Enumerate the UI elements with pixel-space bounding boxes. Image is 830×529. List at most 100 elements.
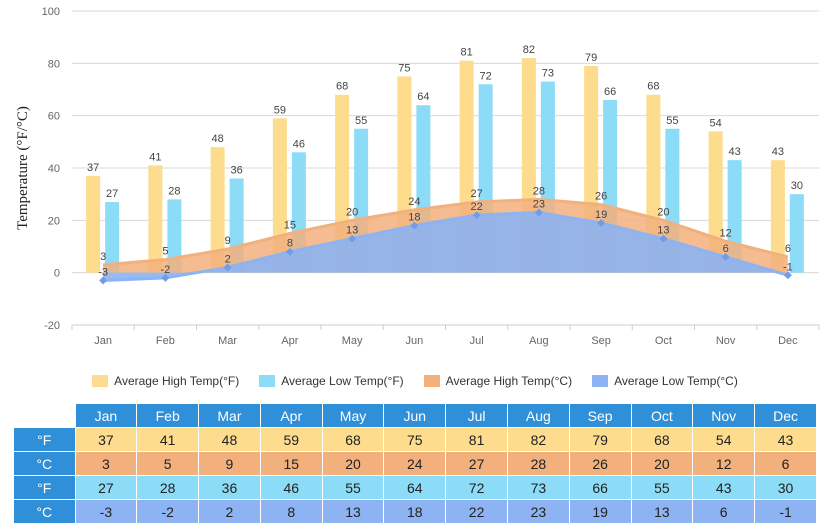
data-label-low-f: 73 [542, 68, 554, 80]
table-row-unit: °F [13, 427, 76, 452]
table-cell: 37 [74, 427, 138, 452]
table-row: °C -3 -2 2 8 13 18 22 23 19 13 6 -1 [13, 499, 817, 524]
table-cell: 9 [198, 451, 261, 476]
data-label-high-f: 59 [274, 104, 286, 116]
table-cell: 27 [74, 475, 138, 500]
data-label-high-f: 79 [585, 52, 597, 64]
x-tick-label: May [342, 335, 363, 347]
data-label-high-f: 68 [336, 81, 348, 93]
legend-item-low-c[interactable]: Average Low Temp(°C) [592, 371, 738, 391]
table-cell: 73 [506, 475, 570, 500]
data-label-high-c: 5 [162, 246, 168, 258]
table-cell: 22 [445, 499, 508, 524]
bar-high-f [210, 147, 225, 273]
table-month-header: Aug [506, 403, 570, 428]
marker-low-c [659, 234, 668, 243]
table-month-header: Nov [692, 403, 756, 428]
data-label-low-f: 55 [666, 115, 678, 127]
table-cell: 5 [136, 451, 200, 476]
legend-item-high-f[interactable]: Average High Temp(°F) [92, 371, 239, 391]
legend-swatch-high-c [423, 375, 440, 387]
table-month-header: Jun [383, 403, 447, 428]
table-cell: -1 [754, 499, 817, 524]
areas [99, 197, 792, 285]
table-row-unit: °F [13, 475, 76, 500]
area-low-c-fill [103, 212, 788, 281]
table-month-header: Jul [445, 403, 508, 428]
y-tick-label: 40 [48, 163, 60, 175]
table-cell: 18 [383, 499, 447, 524]
y-tick-label: 20 [48, 215, 60, 227]
table-cell: 68 [630, 427, 694, 452]
legend: Average High Temp(°F) Average Low Temp(°… [0, 371, 830, 391]
table-body: °F 37 41 48 59 68 75 81 82 79 68 54 43 °C 3 5 9 15 20 24 27 2… [13, 427, 817, 524]
table-cell: 26 [568, 451, 632, 476]
table-cell: 54 [692, 427, 756, 452]
table-cell: 36 [198, 475, 261, 500]
data-label-low-f: 55 [355, 115, 367, 127]
legend-label-low-f: Average Low Temp(°F) [281, 374, 404, 388]
table-month-header: Feb [136, 403, 200, 428]
legend-item-high-c[interactable]: Average High Temp(°C) [423, 371, 572, 391]
table-cell: 23 [506, 499, 570, 524]
grid [71, 10, 820, 330]
table-cell: 20 [630, 451, 694, 476]
data-label-low-f: 27 [106, 188, 118, 200]
table-month-header: Mar [198, 403, 261, 428]
data-label-low-c: -3 [98, 267, 108, 279]
data-label-high-c: 20 [346, 206, 358, 218]
legend-item-low-f[interactable]: Average Low Temp(°F) [259, 371, 404, 391]
table-cell: 8 [259, 499, 323, 524]
bar-low-f [789, 194, 804, 273]
data-label-high-c: 15 [284, 219, 296, 231]
legend-label-low-c: Average Low Temp(°C) [614, 374, 738, 388]
table-cell: -2 [136, 499, 200, 524]
table-month-header: Apr [259, 403, 323, 428]
data-label-high-c: 27 [471, 188, 483, 200]
data-label-low-c: 22 [471, 201, 483, 213]
data-label-low-c: 2 [225, 253, 231, 265]
x-tick-label: Nov [716, 335, 736, 347]
data-label-low-f: 28 [168, 185, 180, 197]
data-label-low-c: 8 [287, 238, 293, 250]
data-label-low-c: -1 [783, 261, 793, 273]
table-month-header: Sep [568, 403, 632, 428]
y-axis-ticks: -20 0 20 40 60 80 100 [42, 6, 60, 332]
table-month-header: May [321, 403, 385, 428]
data-label-low-c: 19 [595, 209, 607, 221]
table-cell: 55 [321, 475, 385, 500]
data-label-low-f: 64 [417, 91, 429, 103]
x-tick-label: Sep [591, 335, 611, 347]
y-tick-label: 60 [48, 111, 60, 123]
table-cell: 13 [630, 499, 694, 524]
table-cell: 2 [198, 499, 261, 524]
x-tick-label: Mar [218, 335, 237, 347]
data-label-high-c: 20 [657, 206, 669, 218]
data-label-high-c: 26 [595, 191, 607, 203]
legend-swatch-low-c [592, 375, 609, 387]
x-axis-ticks: Jan Feb Mar Apr May Jun Jul Aug Sep Oct Nov Dec [94, 335, 798, 347]
table-cell: 15 [259, 451, 323, 476]
marker-low-c [99, 276, 108, 285]
data-label-high-f: 68 [647, 81, 659, 93]
data-label-low-f: 36 [231, 164, 243, 176]
data-label-low-f: 72 [480, 70, 492, 82]
table-cell: 27 [445, 451, 508, 476]
data-label-low-f: 46 [293, 138, 305, 150]
table-cell: 12 [692, 451, 756, 476]
table-month-header: Dec [754, 403, 817, 428]
table-header-row: Jan Feb Mar Apr May Jun Jul Aug Sep Oct Nov Dec [13, 403, 817, 428]
table-cell: 75 [383, 427, 447, 452]
y-axis-title: Temperature (°F/°C) [15, 106, 31, 230]
data-label-high-f: 37 [87, 162, 99, 174]
table-row-unit: °C [13, 499, 76, 524]
table-cell: 79 [568, 427, 632, 452]
table-cell: -3 [74, 499, 138, 524]
table-row: °F 37 41 48 59 68 75 81 82 79 68 54 43 [13, 427, 817, 452]
table-cell: 46 [259, 475, 323, 500]
table-cell: 3 [74, 451, 138, 476]
data-label-low-c: 23 [533, 198, 545, 210]
table-cell: 28 [506, 451, 570, 476]
marker-low-c [597, 218, 606, 227]
